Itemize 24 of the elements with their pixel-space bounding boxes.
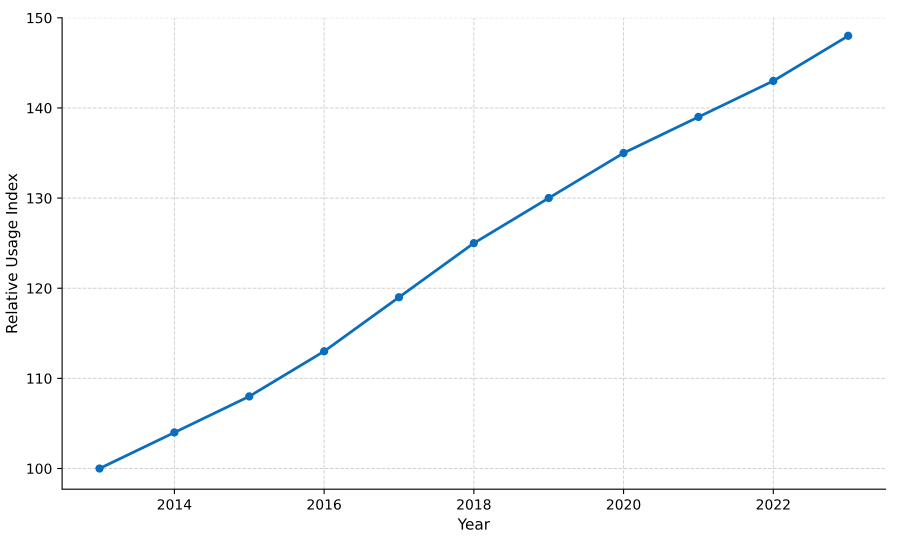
- y-tick-label: 120: [27, 283, 52, 294]
- x-axis-title: Year: [458, 518, 490, 530]
- point: [694, 112, 703, 122]
- x-tick-label: 2018: [457, 499, 491, 510]
- x-tick-label: 2022: [756, 499, 790, 510]
- point: [245, 392, 254, 401]
- x-tick-label: 2016: [307, 499, 341, 510]
- point: [769, 76, 778, 86]
- point: [544, 194, 553, 202]
- y-tick-label: 150: [27, 12, 52, 24]
- x-tick-label: 2014: [158, 499, 192, 510]
- y-tick-label: 100: [27, 463, 52, 474]
- point: [320, 347, 328, 356]
- point: [844, 32, 852, 40]
- point: [95, 464, 104, 473]
- point: [470, 238, 478, 248]
- x-tick-label: 2020: [606, 499, 640, 510]
- y-axis-title: Relative Usage Index: [6, 174, 20, 333]
- point: [394, 293, 404, 302]
- point: [619, 148, 628, 158]
- y-tick-label: 130: [27, 193, 52, 204]
- y-tick-label: 110: [27, 373, 52, 384]
- point: [170, 428, 179, 437]
- y-tick-label: 140: [27, 102, 52, 114]
